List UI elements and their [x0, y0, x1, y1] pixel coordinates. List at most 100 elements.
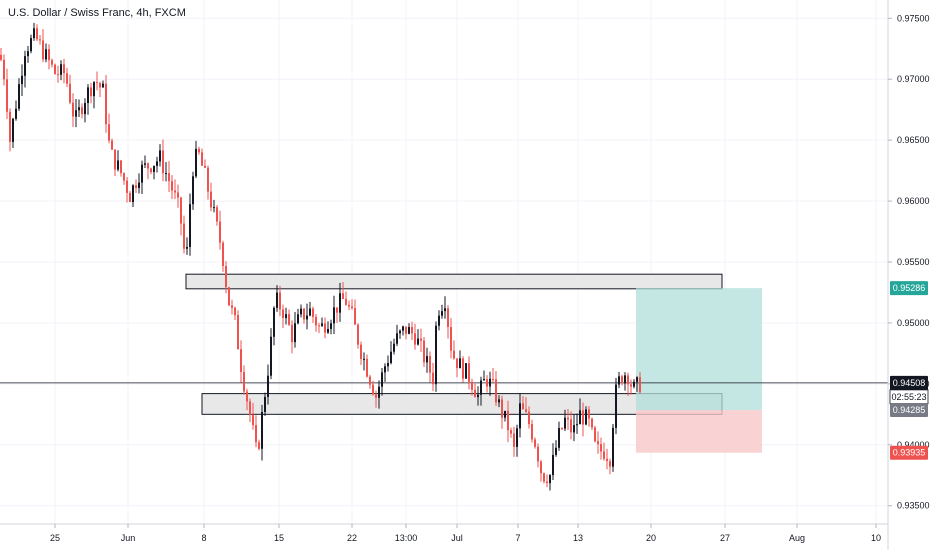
candle-down[interactable] — [630, 379, 632, 395]
candle-down[interactable] — [168, 161, 170, 192]
candle-down[interactable] — [126, 176, 128, 203]
candle-up[interactable] — [189, 193, 191, 256]
candle-down[interactable] — [123, 172, 125, 185]
candle-down[interactable] — [114, 149, 116, 177]
candle-up[interactable] — [273, 306, 275, 346]
candle-down[interactable] — [150, 167, 152, 175]
candle-down[interactable] — [411, 321, 413, 341]
candle-down[interactable] — [243, 365, 245, 395]
candle-down[interactable] — [231, 299, 233, 315]
candle-down[interactable] — [531, 419, 533, 443]
candle-down[interactable] — [279, 285, 281, 317]
candle-down[interactable] — [255, 415, 257, 448]
candle-up[interactable] — [15, 100, 17, 121]
candle-up[interactable] — [441, 304, 443, 319]
candle-down[interactable] — [405, 326, 407, 340]
candle-down[interactable] — [66, 67, 68, 88]
candle-down[interactable] — [486, 375, 488, 393]
candle-up[interactable] — [144, 155, 146, 168]
current-price-tag[interactable] — [890, 375, 928, 390]
candle-down[interactable] — [495, 371, 497, 406]
candle-down[interactable] — [216, 204, 218, 226]
candle-down[interactable] — [51, 58, 53, 68]
candle-down[interactable] — [303, 308, 305, 324]
candle-up[interactable] — [27, 46, 29, 63]
candle-down[interactable] — [63, 58, 65, 84]
candle-down[interactable] — [288, 309, 290, 326]
candle-down[interactable] — [108, 113, 110, 144]
candle-down[interactable] — [432, 362, 434, 392]
candle-down[interactable] — [9, 108, 11, 152]
candle-down[interactable] — [177, 184, 179, 208]
candle-down[interactable] — [228, 286, 230, 307]
candle-down[interactable] — [468, 356, 470, 390]
candle-down[interactable] — [180, 196, 182, 236]
candle-up[interactable] — [21, 64, 23, 96]
candle-down[interactable] — [162, 139, 164, 182]
candle-down[interactable] — [567, 409, 569, 430]
entry-price-tag[interactable] — [890, 403, 928, 418]
candle-up[interactable] — [633, 379, 635, 389]
candle-up[interactable] — [87, 84, 89, 115]
candle-up[interactable] — [438, 310, 440, 331]
candle-down[interactable] — [48, 44, 50, 70]
candle-down[interactable] — [420, 328, 422, 352]
candle-down[interactable] — [603, 442, 605, 461]
candle-up[interactable] — [387, 355, 389, 372]
candle-up[interactable] — [519, 393, 521, 438]
candle-up[interactable] — [186, 237, 188, 255]
candle-up[interactable] — [624, 372, 626, 391]
candle-up[interactable] — [390, 341, 392, 365]
candle-down[interactable] — [450, 318, 452, 359]
candle-down[interactable] — [237, 310, 239, 350]
candle-down[interactable] — [36, 24, 38, 42]
candle-down[interactable] — [210, 182, 212, 212]
candle-up[interactable] — [321, 317, 323, 327]
candle-down[interactable] — [342, 282, 344, 300]
candle-up[interactable] — [384, 363, 386, 382]
candle-down[interactable] — [324, 317, 326, 339]
candle-down[interactable] — [375, 390, 377, 408]
candle-up[interactable] — [285, 307, 287, 325]
candle-down[interactable] — [528, 406, 530, 429]
candle-down[interactable] — [171, 175, 173, 200]
candle-up[interactable] — [195, 140, 197, 179]
candle-up[interactable] — [552, 443, 554, 480]
candle-up[interactable] — [327, 321, 329, 334]
candle-up[interactable] — [402, 325, 404, 336]
candle-down[interactable] — [234, 306, 236, 321]
candle-down[interactable] — [312, 306, 314, 323]
candle-up[interactable] — [564, 409, 566, 431]
candle-down[interactable] — [39, 35, 41, 45]
candle-up[interactable] — [75, 98, 77, 128]
candle-up[interactable] — [156, 156, 158, 173]
candle-down[interactable] — [258, 439, 260, 451]
profit-zone[interactable] — [636, 288, 762, 411]
candle-down[interactable] — [246, 388, 248, 411]
candle-down[interactable] — [348, 300, 350, 311]
candle-up[interactable] — [267, 364, 269, 405]
candle-up[interactable] — [102, 80, 104, 88]
candle-down[interactable] — [174, 179, 176, 200]
candle-up[interactable] — [480, 376, 482, 406]
candle-up[interactable] — [426, 347, 428, 373]
candle-down[interactable] — [357, 323, 359, 349]
candle-down[interactable] — [621, 374, 623, 386]
candle-up[interactable] — [636, 376, 638, 392]
candle-down[interactable] — [81, 103, 83, 119]
candle-down[interactable] — [336, 307, 338, 323]
candle-up[interactable] — [192, 171, 194, 210]
candle-down[interactable] — [72, 93, 74, 128]
candle-down[interactable] — [594, 425, 596, 443]
candle-down[interactable] — [582, 402, 584, 437]
candle-up[interactable] — [138, 173, 140, 194]
candle-up[interactable] — [558, 421, 560, 451]
candle-down[interactable] — [627, 372, 629, 396]
candle-down[interactable] — [513, 426, 515, 457]
candle-up[interactable] — [477, 386, 479, 406]
candle-down[interactable] — [222, 240, 224, 272]
candle-up[interactable] — [261, 404, 263, 461]
candle-up[interactable] — [12, 117, 14, 148]
candle-up[interactable] — [132, 184, 134, 207]
candle-up[interactable] — [294, 312, 296, 348]
